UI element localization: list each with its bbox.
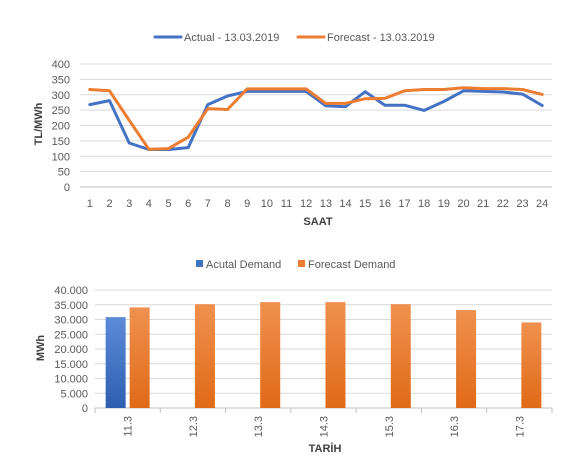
line-chart-x-tick-label: 10	[261, 198, 273, 210]
bar-chart-y-tick-label: 35.000	[54, 300, 88, 312]
line-chart-x-tick-label: 19	[438, 198, 450, 210]
line-chart-x-tick-label: 3	[126, 198, 132, 210]
bar-chart-y-tick-label: 15.000	[54, 359, 88, 371]
line-chart-x-tick-label: 11	[281, 198, 292, 210]
bar-chart-y-ticks: 0 5.000 10.000 15.000 20.000 25.000 30.000 35.0…	[54, 285, 88, 415]
line-chart-y-tick-label: 300	[52, 90, 70, 102]
bar-forecast-demand-13-3	[260, 302, 281, 408]
bar-chart-y-tick-label: 20.000	[54, 344, 88, 356]
bar-forecast-demand-15-3	[390, 304, 411, 408]
line-chart-x-tick-label: 22	[497, 198, 509, 210]
line-chart-x-tick-label: 5	[165, 198, 171, 210]
bar-forecast-demand-12-3	[194, 304, 215, 408]
line-chart-x-tick-label: 4	[146, 198, 152, 210]
line-chart-x-tick-label: 2	[106, 198, 112, 210]
line-chart-y-tick-label: 350	[52, 74, 70, 86]
bar-chart-y-axis-title: MWh	[35, 335, 47, 362]
line-chart-y-tick-label: 100	[52, 151, 70, 163]
bar-chart-x-tick-label: 11.3	[123, 416, 135, 437]
bar-forecast-demand-11-3	[129, 307, 150, 408]
bar-chart-x-tick-label: 13.3	[253, 416, 265, 437]
legend-square-swatch	[298, 260, 305, 267]
bar-acutal-demand-11-3	[105, 317, 126, 408]
bar-chart-y-tick-label: 0	[82, 403, 88, 415]
bar-chart-y-tick-label: 30.000	[54, 315, 88, 327]
line-chart-series	[88, 86, 544, 151]
line-chart-legend: Actual - 13.03.2019 Forecast - 13.03.2019	[153, 32, 435, 44]
line-chart-x-tick-label: 8	[224, 198, 230, 210]
line-chart-x-axis-title: SAAT	[303, 216, 332, 228]
line-chart: Actual - 13.03.2019 Forecast - 13.03.2019…	[33, 32, 552, 228]
bar-chart-x-tick-label: 14.3	[319, 416, 331, 437]
line-chart-y-tick-label: 50	[58, 167, 70, 179]
line-chart-x-tick-label: 1	[87, 198, 93, 210]
legend-square-swatch	[196, 260, 203, 267]
line-chart-x-tick-label: 12	[300, 198, 312, 210]
legend-label: Actual - 13.03.2019	[184, 32, 279, 44]
bar-chart-x-tick-label: 16.3	[449, 416, 461, 437]
line-chart-y-axis-title: TL/MWh	[33, 102, 45, 145]
legend-label: Forecast Demand	[308, 259, 395, 271]
line-chart-y-tick-label: 250	[52, 105, 70, 117]
line-chart-x-tick-label: 16	[379, 198, 391, 210]
line-chart-x-tick-label: 18	[418, 198, 430, 210]
bar-forecast-demand-14-3	[325, 302, 346, 408]
bar-chart-x-ticks: 11.3 12.3 13.3 14.3 15.3 16.3 17.3	[123, 416, 527, 437]
line-chart-y-tick-label: 150	[52, 136, 70, 148]
bar-chart-x-tick-label: 15.3	[384, 416, 396, 437]
line-chart-y-tick-label: 0	[64, 182, 70, 194]
line-chart-x-tick-label: 20	[457, 198, 469, 210]
line-chart-x-tick-label: 23	[516, 198, 528, 210]
bar-chart-gridlines	[94, 289, 553, 413]
line-chart-x-tick-label: 9	[244, 198, 250, 210]
bar-chart-x-axis-title: TARİH	[309, 442, 342, 455]
bar-chart: Acutal Demand Forecast Demand 0 5.000 10.00…	[35, 259, 553, 455]
line-chart-gridlines	[80, 63, 552, 188]
bar-chart-y-tick-label: 10.000	[54, 374, 88, 386]
legend-label: Forecast - 13.03.2019	[327, 32, 435, 44]
bar-forecast-demand-16-3	[456, 310, 477, 408]
line-chart-x-tick-label: 14	[339, 198, 351, 210]
line-chart-x-tick-label: 21	[477, 198, 489, 210]
line-chart-y-ticks: 0 50 100 150 200 250 300 350 400	[52, 59, 70, 194]
line-series-forecast-13-03-2019	[88, 86, 544, 151]
bar-chart-legend: Acutal Demand Forecast Demand	[196, 259, 395, 271]
bar-chart-x-tick-label: 12.3	[188, 416, 200, 437]
bar-forecast-demand-17-3	[521, 322, 542, 408]
line-chart-x-tick-label: 7	[205, 198, 211, 210]
line-chart-x-tick-label: 24	[536, 198, 548, 210]
bar-chart-bars	[105, 302, 542, 408]
line-chart-x-ticks: 1 2 3 4 5 6 7 8 9 10 11 12 13 14 15 16 17 18 19 20 21 22 23 24	[87, 198, 549, 210]
bar-chart-y-tick-label: 40.000	[54, 285, 88, 297]
line-chart-x-tick-label: 6	[185, 198, 191, 210]
bar-chart-y-tick-label: 5.000	[60, 388, 88, 400]
bar-chart-y-tick-label: 25.000	[54, 329, 88, 341]
line-chart-x-tick-label: 13	[320, 198, 332, 210]
line-chart-y-tick-label: 200	[52, 121, 70, 133]
bar-chart-x-tick-label: 17.3	[514, 416, 526, 437]
line-chart-y-tick-label: 400	[52, 59, 70, 71]
legend-label: Acutal Demand	[206, 259, 281, 271]
line-chart-x-tick-label: 17	[398, 198, 410, 210]
line-chart-x-tick-label: 15	[359, 198, 371, 210]
